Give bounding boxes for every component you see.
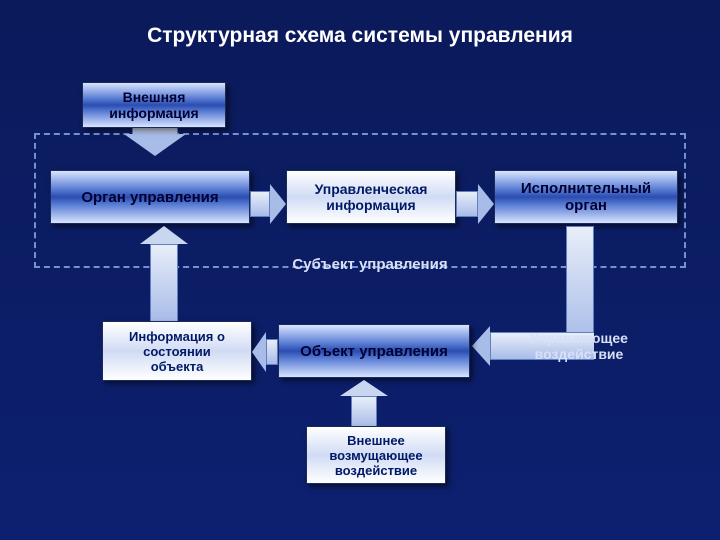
node-state-info: Информация о состоянии объекта — [102, 321, 252, 381]
node-external-info: Внешняя информация — [82, 82, 226, 128]
node-executive-body: Исполнительный орган — [494, 170, 678, 224]
diagram-title: Структурная схема системы управления — [0, 0, 720, 48]
node-control-object: Объект управления — [278, 324, 470, 378]
label-subject: Субъект управления — [260, 256, 480, 273]
node-management-body: Орган управления — [50, 170, 250, 224]
node-management-info: Управленческая информация — [286, 170, 456, 224]
node-external-disturbance: Внешнее возмущающее воздействие — [306, 426, 446, 484]
label-control-action: Управляющее воздействие — [494, 330, 664, 362]
